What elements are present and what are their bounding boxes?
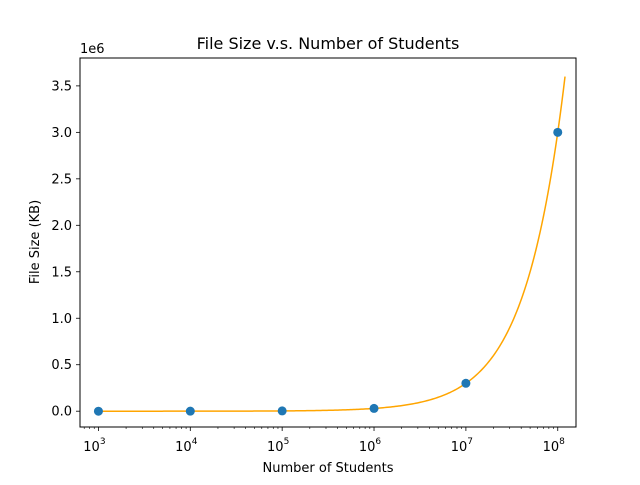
axes-frame xyxy=(79,57,577,428)
y-tick-label: 3.0 xyxy=(51,126,72,141)
y-tick-label: 1.0 xyxy=(51,312,72,327)
data-point xyxy=(553,127,563,137)
x-tick-label: 106 xyxy=(359,437,382,455)
plot-area: 0.0 0.5 1.0 1.5 2.0 2.5 3.0 3.5 103 104 105 106 107 1… xyxy=(51,57,577,455)
data-point xyxy=(369,403,379,413)
y-tick-label: 2.5 xyxy=(51,172,72,187)
y-tick-label: 2.0 xyxy=(51,219,72,234)
y-tick-label: 1.5 xyxy=(51,265,72,280)
data-point xyxy=(93,406,103,416)
fit-curve xyxy=(98,76,566,412)
y-axis-label: File Size (KB) xyxy=(28,200,43,284)
y-tick-label: 0.0 xyxy=(51,405,72,420)
y-offset-label: 1e6 xyxy=(80,42,105,57)
data-point xyxy=(185,406,195,416)
y-tick-label: 0.5 xyxy=(51,358,72,373)
y-tick-label: 3.5 xyxy=(51,79,72,94)
chart-title: File Size v.s. Number of Students xyxy=(197,34,460,53)
x-axis-label: Number of Students xyxy=(263,461,394,476)
data-point xyxy=(461,378,471,388)
data-point xyxy=(277,406,287,416)
x-tick-label: 103 xyxy=(83,437,105,455)
x-tick-label: 105 xyxy=(267,437,289,455)
x-tick-label: 107 xyxy=(451,437,473,455)
x-tick-label: 104 xyxy=(175,437,198,455)
x-tick-label: 108 xyxy=(543,437,566,455)
